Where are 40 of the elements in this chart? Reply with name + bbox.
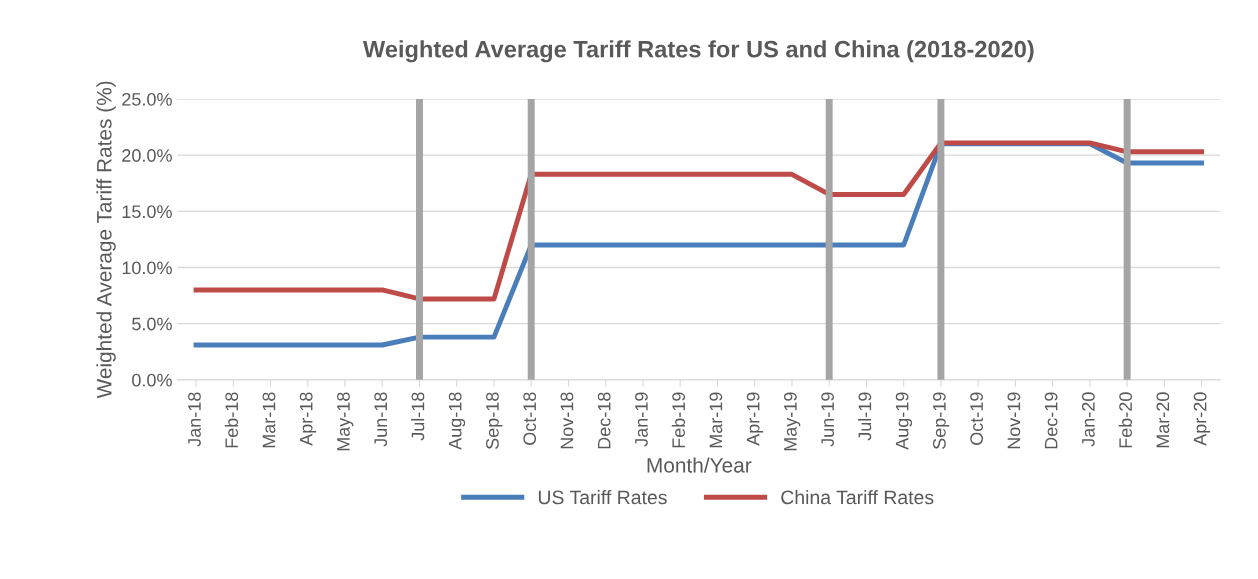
x-tick-label: Mar-20 <box>1156 392 1170 448</box>
chart-title: Weighted Average Tariff Rates for US and China (2018-2020) <box>362 40 1034 63</box>
x-tick-label: Oct-18 <box>523 392 537 445</box>
x-tick-label: Dec-19 <box>1044 392 1058 449</box>
x-tick-label: Feb-20 <box>1118 392 1132 448</box>
y-tick-label: 20.0% <box>122 149 172 162</box>
y-tick-label: 10.0% <box>122 261 172 275</box>
line-series <box>193 140 1205 302</box>
x-tick-label: Jul-19 <box>858 392 872 441</box>
x-tick-label: Oct-19 <box>970 392 984 445</box>
x-tick-label: Jun-18 <box>374 392 388 447</box>
x-tick-label: Jan-19 <box>635 392 648 447</box>
x-tick-label: Jul-18 <box>411 392 425 441</box>
x-tick-label: Mar-19 <box>709 392 723 448</box>
x-tick-label: Jun-19 <box>821 392 835 447</box>
y-tick-label: 5.0% <box>132 317 172 331</box>
x-tick-label: Apr-20 <box>1193 392 1211 446</box>
x-tick-label: Sep-19 <box>932 392 950 450</box>
x-tick-label: May-19 <box>783 392 801 451</box>
x-tick-label: Aug-18 <box>448 392 466 450</box>
x-tick-label: Jan-20 <box>1081 392 1095 447</box>
x-axis-title: Month/Year <box>647 457 752 473</box>
y-tick-label: 15.0% <box>122 205 172 219</box>
x-tick-label: Nov-18 <box>560 392 574 449</box>
x-tick-label: Apr-19 <box>746 392 764 446</box>
x-tick-label: Nov-19 <box>1007 392 1021 449</box>
x-tick-label: Mar-18 <box>262 392 276 448</box>
y-tick-label: 0.0% <box>132 373 172 387</box>
x-tick-label: Feb-19 <box>671 392 686 448</box>
y-tick-label: 25.0% <box>122 92 172 106</box>
x-tick-label: Dec-18 <box>597 392 611 449</box>
x-tick-label: Apr-18 <box>299 392 317 446</box>
legend-label: US Tariff Rates <box>538 489 667 505</box>
y-axis-title: Weighted Average Tariff Rates (%) <box>96 81 116 399</box>
x-tick-label: Sep-18 <box>486 392 503 450</box>
legend-label: China Tariff Rates <box>781 489 934 505</box>
x-tick-label: Feb-18 <box>224 392 239 448</box>
x-tick-label: May-18 <box>337 392 354 451</box>
x-tick-label: Aug-19 <box>895 392 913 450</box>
x-tick-label: Jan-18 <box>188 392 201 447</box>
